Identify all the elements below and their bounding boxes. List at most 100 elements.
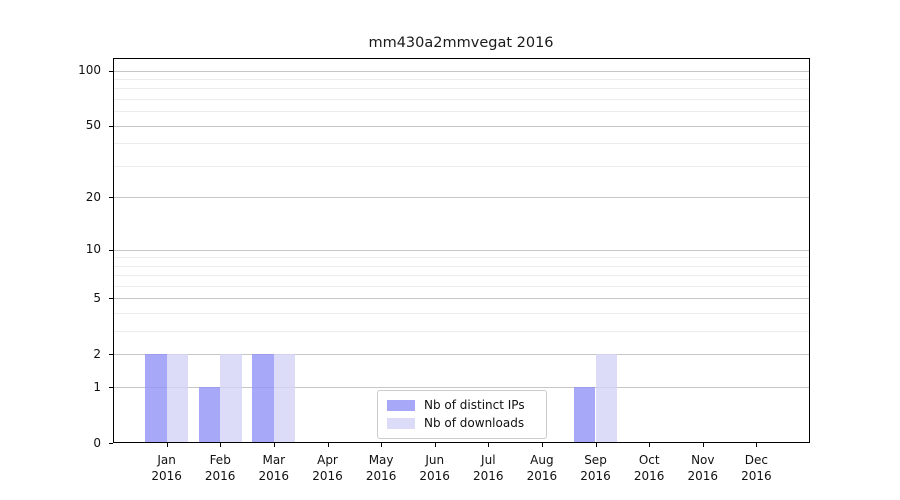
x-tick-mark [273, 443, 275, 447]
legend-swatch-distinct-ips [387, 399, 415, 411]
legend-item-downloads: Nb of downloads [387, 415, 537, 431]
y-tick-mark [109, 249, 113, 251]
x-tick-mark [649, 443, 651, 447]
x-tick-label: Jul 2016 [446, 453, 530, 484]
gridline-major [113, 125, 810, 127]
y-tick-label: 0 [93, 435, 101, 450]
x-tick-label: Apr 2016 [286, 453, 370, 484]
x-tick-mark [220, 443, 222, 447]
gridline-minor [113, 165, 810, 167]
bar-nb-of-distinct-ips [198, 387, 221, 443]
legend-item-distinct-ips: Nb of distinct IPs [387, 397, 537, 413]
x-tick-label: Feb 2016 [178, 453, 262, 484]
x-tick-month: Dec [744, 453, 768, 467]
bar-nb-of-distinct-ips [252, 354, 274, 443]
x-tick-year: 2016 [419, 468, 450, 483]
x-tick-month: Feb [209, 453, 231, 467]
gridline-minor [113, 275, 810, 277]
x-tick-mark [434, 443, 436, 447]
gridline-major [113, 298, 810, 300]
x-tick-month: May [368, 453, 394, 467]
x-tick-year: 2016 [687, 468, 719, 483]
y-tick-mark [109, 298, 113, 300]
x-tick-mark [541, 443, 543, 447]
x-tick-month: Mar [262, 453, 286, 467]
legend-swatch-downloads [387, 417, 415, 429]
x-tick-label: Nov 2016 [661, 453, 745, 484]
x-tick-mark [756, 443, 758, 447]
x-tick-year: 2016 [580, 468, 611, 483]
x-tick-year: 2016 [312, 468, 343, 483]
bar-nb-of-distinct-ips [145, 354, 167, 443]
x-tick-mark [166, 443, 168, 447]
x-tick-label: Oct 2016 [607, 453, 691, 484]
x-tick-label: May 2016 [339, 453, 423, 484]
legend-label: Nb of downloads [424, 416, 525, 430]
gridline-minor [113, 313, 810, 315]
x-tick-month: Jun [425, 453, 445, 467]
bar-nb-of-downloads [166, 354, 188, 443]
x-tick-mark [327, 443, 329, 447]
gridline-minor [113, 143, 810, 145]
y-tick-label: 2 [93, 346, 101, 361]
x-tick-year: 2016 [204, 468, 236, 483]
gridline-minor [113, 88, 810, 90]
gridline-major [113, 197, 810, 199]
x-tick-label: Jun 2016 [393, 453, 477, 484]
x-tick-year: 2016 [633, 468, 665, 483]
y-tick-mark [109, 443, 113, 444]
x-tick-year: 2016 [365, 468, 397, 483]
gridline-major [113, 354, 810, 356]
y-tick-label: 20 [85, 189, 101, 204]
x-tick-year: 2016 [258, 468, 290, 483]
bar-nb-of-downloads [595, 354, 617, 443]
gridline-minor [113, 257, 810, 259]
x-tick-mark [488, 443, 490, 447]
x-tick-year: 2016 [741, 468, 772, 483]
gridline-major [113, 70, 810, 72]
x-tick-label: Sep 2016 [554, 453, 638, 484]
x-tick-label: Aug 2016 [500, 453, 584, 484]
bar-nb-of-downloads [273, 354, 296, 443]
gridline-minor [113, 99, 810, 100]
legend: Nb of distinct IPs Nb of downloads [377, 390, 547, 439]
x-tick-mark [381, 443, 383, 447]
y-tick-mark [109, 70, 113, 72]
legend-label: Nb of distinct IPs [424, 398, 525, 412]
gridline-major [113, 249, 810, 251]
x-tick-month: Jul [481, 453, 496, 467]
y-tick-label: 1 [93, 379, 101, 394]
axes-frame [113, 58, 810, 443]
x-tick-month: Apr [317, 453, 338, 467]
x-tick-mark [595, 443, 597, 447]
y-tick-label: 100 [78, 63, 101, 78]
x-tick-month: Sep [584, 453, 607, 467]
gridline-minor [113, 331, 810, 333]
gridline-minor [113, 79, 810, 80]
x-tick-month: Oct [638, 453, 660, 467]
x-tick-month: Nov [691, 453, 715, 467]
y-tick-mark [109, 354, 113, 356]
y-tick-label: 10 [85, 242, 101, 256]
gridline-major [113, 387, 810, 389]
y-tick-mark [109, 387, 113, 389]
x-tick-year: 2016 [473, 468, 504, 483]
x-tick-label: Dec 2016 [714, 453, 798, 484]
y-tick-mark [109, 197, 113, 199]
x-tick-mark [702, 443, 704, 447]
x-tick-year: 2016 [151, 468, 182, 483]
gridline-minor [113, 111, 810, 113]
gridline-minor [113, 286, 810, 287]
x-tick-month: Aug [530, 453, 554, 467]
y-tick-mark [109, 125, 113, 127]
gridline-minor [113, 265, 810, 267]
plot-area: Nb of distinct IPs Nb of downloads 0 1 2 5 1… [78, 58, 810, 483]
x-tick-year: 2016 [526, 468, 558, 483]
bar-nb-of-downloads [220, 354, 242, 443]
y-tick-label: 50 [85, 118, 101, 133]
bar-nb-of-distinct-ips [574, 387, 596, 443]
chart-title: mm430a2mmvegat 2016 [368, 35, 554, 51]
x-tick-label: Mar 2016 [232, 453, 316, 484]
x-tick-month: Jan [157, 453, 176, 467]
